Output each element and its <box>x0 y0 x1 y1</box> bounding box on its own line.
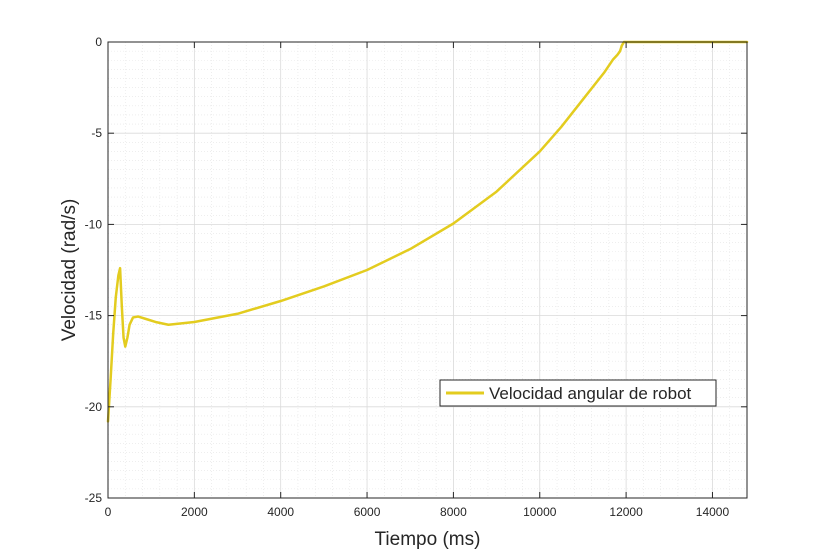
tick-labels: 0 2000 4000 6000 8000 10000 12000 14000 0 -5 -10 -1… <box>85 35 730 519</box>
x-tick-label: 8000 <box>440 505 467 519</box>
x-tick-label: 12000 <box>609 505 643 519</box>
plot-area <box>108 42 747 498</box>
y-tick-label: -5 <box>91 126 102 140</box>
x-tick-label: 0 <box>105 505 112 519</box>
series-layer <box>106 40 749 423</box>
axes-box <box>107 41 748 499</box>
y-tick-label: 0 <box>95 35 102 49</box>
y-tick-label: -25 <box>85 491 103 505</box>
legend-box <box>439 379 717 407</box>
axis-ticks <box>107 41 747 499</box>
minor-grid <box>108 42 747 498</box>
x-tick-label: 10000 <box>523 505 557 519</box>
x-axis-label: Tiempo (ms) <box>375 529 481 550</box>
x-tick-label: 6000 <box>354 505 381 519</box>
y-tick-label: -20 <box>85 400 103 414</box>
x-tick-label: 2000 <box>181 505 208 519</box>
y-axis-label: Velocidad (rad/s) <box>59 199 80 342</box>
series-line <box>106 40 749 423</box>
x-tick-label: 4000 <box>267 505 294 519</box>
legend-entry: Velocidad angular de robot <box>489 384 692 403</box>
y-tick-label: -15 <box>85 309 103 323</box>
y-tick-label: -10 <box>85 217 103 231</box>
x-tick-label: 14000 <box>696 505 730 519</box>
legend: Velocidad angular de robot <box>439 379 717 407</box>
